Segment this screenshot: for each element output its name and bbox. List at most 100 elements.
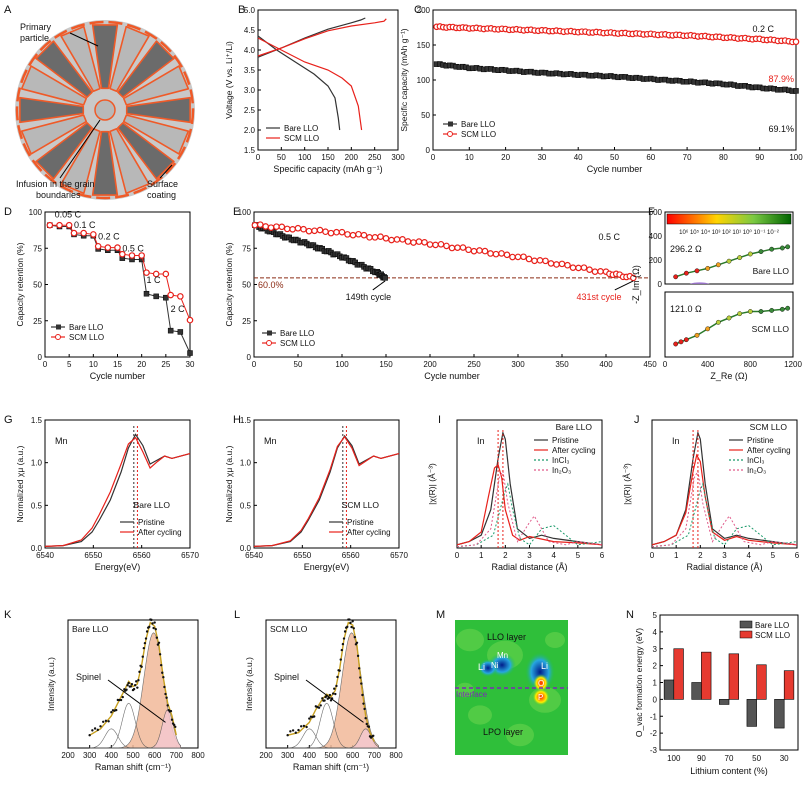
legend-label: Pristine	[747, 436, 774, 445]
chart-j: 0 1 2 3 4 5 6 Radial distance (Å) |χ(R)| (Å⁻³) In…	[622, 419, 800, 572]
primary-particle	[20, 114, 88, 155]
data-point	[404, 238, 412, 245]
raman-point	[297, 728, 300, 732]
raman-point	[359, 676, 362, 679]
p-hot-spot	[532, 688, 550, 706]
y-tick-label: 1	[653, 679, 658, 688]
data-point	[65, 221, 73, 229]
x-tick-label: 50	[610, 153, 619, 162]
impedance-point	[715, 319, 721, 325]
raman-point	[166, 704, 169, 707]
x-axis-label: Raman shift (cm⁻¹)	[293, 762, 369, 772]
x-tick-label: 0	[431, 153, 436, 162]
raman-point	[129, 685, 133, 688]
legend-marker	[55, 334, 61, 340]
x-tick-label: 90	[697, 754, 706, 763]
data-point	[569, 264, 577, 271]
label-surface: Surface	[147, 179, 178, 189]
rate-annotation: 0.05 C	[55, 209, 82, 219]
data-point	[509, 253, 516, 261]
raman-point	[96, 728, 99, 732]
label-interface: Interface	[456, 690, 488, 699]
data-point	[564, 261, 571, 269]
legend-label: SCM LLO	[280, 339, 315, 348]
panel-letter-h: H	[233, 414, 241, 426]
data-point	[153, 293, 159, 300]
legend-swatch	[739, 630, 753, 639]
legend-label: Bare LLO	[284, 124, 318, 133]
bar	[774, 699, 785, 729]
spinel-label: Spinel	[274, 672, 299, 682]
chart-b: 0 50 100 150 200 250 300 1.5 2.0 2.5 3.0 3.5 4.0 4.5 5…	[224, 6, 405, 174]
panel-letter-c: C	[414, 4, 422, 16]
raman-point	[162, 675, 165, 679]
label-llo-layer: LLO layer	[487, 632, 526, 642]
x-tick-label: 350	[555, 360, 569, 369]
raman-point	[331, 692, 335, 695]
y-tick-label: 25	[33, 317, 42, 326]
data-point	[300, 225, 307, 233]
x-tick-label: 3	[527, 551, 532, 560]
raman-point	[159, 663, 163, 667]
raman-point	[335, 684, 338, 688]
arrow-primary-particle	[69, 32, 99, 47]
x-axis-label: Cycle number	[587, 164, 643, 174]
raman-point	[372, 734, 375, 738]
panel-letter-d: D	[4, 206, 12, 218]
y-tick-label: 5.0	[244, 6, 256, 15]
data-point	[152, 270, 160, 278]
x-tick-label: 15	[113, 360, 122, 369]
x-tick-label: 10	[89, 360, 98, 369]
legend-marker	[56, 324, 61, 330]
data-point	[580, 264, 588, 271]
x-tick-label: 50	[752, 754, 761, 763]
y-tick-label: 1.5	[244, 146, 256, 155]
data-point	[558, 260, 566, 268]
x-tick-label: 90	[755, 153, 764, 162]
raman-point	[133, 684, 137, 687]
y-tick-label: 50	[33, 281, 42, 290]
data-point	[119, 250, 126, 258]
x-tick-label: 6550	[84, 551, 102, 560]
x-tick-label: 500	[324, 751, 338, 760]
x-tick-label: 200	[423, 360, 437, 369]
y-tick-label: 0.5	[31, 501, 43, 510]
impedance-point	[779, 306, 785, 312]
x-tick-label: 400	[599, 360, 613, 369]
data-point	[273, 223, 280, 230]
bar	[663, 679, 675, 700]
panel-letter-k: K	[4, 609, 12, 621]
primary-particle	[35, 40, 93, 98]
x-tick-label: 2	[503, 551, 508, 560]
data-point	[278, 223, 286, 231]
voltage-curve	[257, 18, 387, 57]
raman-point	[104, 719, 108, 723]
data-point	[177, 293, 184, 300]
raman-point	[165, 696, 168, 699]
y-axis-label: Specific capacity (mAh g⁻¹)	[399, 28, 409, 131]
label-primary-particle: Primary	[20, 22, 51, 32]
x-tick-label: 4	[746, 551, 751, 560]
legend-label: InCl₃	[552, 456, 569, 465]
data-point	[167, 327, 174, 334]
data-point	[186, 316, 194, 324]
data-point	[143, 269, 150, 276]
y-tick-label: 0	[247, 353, 252, 362]
raman-point	[140, 665, 143, 669]
raman-point	[119, 698, 123, 702]
x-tick-label: 50	[294, 360, 303, 369]
x-tick-label: 250	[467, 360, 481, 369]
x-tick-label: 60	[646, 153, 655, 162]
x-axis-label: Radial distance (Å)	[686, 562, 762, 572]
data-point	[70, 229, 78, 237]
impedance-point	[683, 270, 689, 276]
panel-letters: A B C D E F G H I J K L M N	[4, 4, 655, 621]
legend-label: After cycling	[347, 528, 391, 537]
raman-point	[294, 731, 297, 734]
raman-point	[363, 707, 366, 711]
raman-point	[102, 720, 105, 724]
raman-point	[323, 699, 326, 702]
y-tick-label: 1.0	[31, 459, 43, 468]
raman-point	[143, 641, 147, 645]
